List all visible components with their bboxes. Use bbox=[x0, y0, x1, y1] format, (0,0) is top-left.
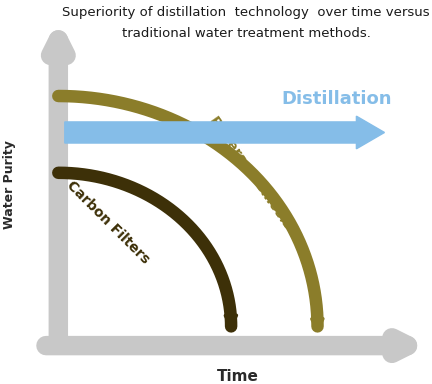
Text: Carbon Filters: Carbon Filters bbox=[64, 179, 152, 267]
Text: Time: Time bbox=[217, 369, 258, 384]
Text: traditional water treatment methods.: traditional water treatment methods. bbox=[122, 27, 371, 40]
Text: Distillation: Distillation bbox=[282, 89, 392, 108]
Text: Reverse Osmosis: Reverse Osmosis bbox=[206, 114, 295, 232]
Text: Superiority of distillation  technology  over time versus: Superiority of distillation technology o… bbox=[63, 6, 430, 19]
FancyArrow shape bbox=[65, 116, 384, 149]
Text: Water Purity: Water Purity bbox=[3, 140, 16, 229]
